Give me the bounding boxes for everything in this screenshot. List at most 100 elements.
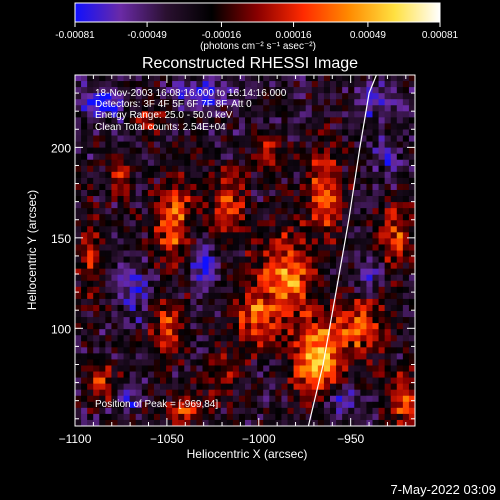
heatmap-cell <box>172 353 179 360</box>
heatmap-cell <box>160 268 167 276</box>
heatmap-cell <box>281 147 288 155</box>
heatmap-cell <box>105 286 112 294</box>
heatmap-cell <box>305 189 313 197</box>
heatmap-cell <box>257 359 264 366</box>
heatmap-cell <box>75 250 82 257</box>
heatmap-cell <box>257 99 264 106</box>
heatmap-cell <box>281 298 288 306</box>
heatmap-cell <box>75 256 82 263</box>
heatmap-cell <box>172 165 179 173</box>
heatmap-cell <box>293 202 301 209</box>
heatmap-cell <box>111 341 118 348</box>
heatmap-cell <box>99 75 106 82</box>
heatmap-cell <box>99 407 106 415</box>
heatmap-cell <box>105 341 112 348</box>
heatmap-cell <box>166 165 173 173</box>
heatmap-cell <box>372 141 379 149</box>
heatmap-cell <box>214 329 222 336</box>
heatmap-cell <box>245 81 252 88</box>
heatmap-cell <box>281 153 288 161</box>
heatmap-cell <box>105 214 112 221</box>
heatmap-cell <box>378 93 386 100</box>
heatmap-cell <box>323 377 331 385</box>
heatmap-cell <box>287 165 294 173</box>
heatmap-cell <box>220 75 228 82</box>
heatmap-cell <box>257 371 264 378</box>
heatmap-cell <box>299 353 307 360</box>
heatmap-cell <box>190 395 197 403</box>
heatmap-cell <box>184 105 191 112</box>
heatmap-cell <box>305 413 313 421</box>
heatmap-cell <box>245 141 252 149</box>
heatmap-cell <box>311 177 319 185</box>
heatmap-cell <box>129 268 137 276</box>
heatmap-cell <box>366 371 373 378</box>
heatmap-cell <box>93 419 100 426</box>
heatmap-cell <box>220 262 228 270</box>
heatmap-cell <box>281 280 288 288</box>
heatmap-cell <box>214 359 222 366</box>
heatmap-cell <box>311 389 319 397</box>
heatmap-cell <box>147 413 155 421</box>
heatmap-cell <box>184 353 191 360</box>
heatmap-cell <box>208 147 216 155</box>
heatmap-cell <box>348 256 355 263</box>
heatmap-cell <box>287 353 294 360</box>
heatmap-cell <box>245 311 252 318</box>
heatmap-cell <box>293 311 301 318</box>
heatmap-cell <box>408 401 415 409</box>
heatmap-cell <box>402 117 410 124</box>
heatmap-cell <box>147 323 155 330</box>
heatmap-cell <box>208 317 216 324</box>
heatmap-cell <box>293 347 301 354</box>
heatmap-cell <box>281 347 288 354</box>
heatmap-cell <box>129 262 137 270</box>
heatmap-cell <box>226 196 234 203</box>
heatmap-cell <box>166 329 173 336</box>
heatmap-cell <box>160 232 167 239</box>
heatmap-cell <box>153 274 161 282</box>
heatmap-cell <box>147 371 155 378</box>
heatmap-cell <box>190 165 197 173</box>
heatmap-cell <box>245 159 252 167</box>
heatmap-cell <box>135 298 143 306</box>
heatmap-cell <box>178 153 185 161</box>
heatmap-cell <box>396 226 404 233</box>
heatmap-cell <box>402 165 410 173</box>
heatmap-cell <box>123 214 131 221</box>
heatmap-cell <box>141 214 149 221</box>
heatmap-cell <box>147 111 155 118</box>
heatmap-cell <box>360 220 367 227</box>
heatmap-cell <box>226 347 234 354</box>
heatmap-cell <box>214 383 222 391</box>
heatmap-cell <box>196 99 203 106</box>
heatmap-cell <box>75 274 82 282</box>
heatmap-cell <box>299 226 307 233</box>
heatmap-cell <box>281 159 288 167</box>
heatmap-cell <box>269 280 276 288</box>
heatmap-cell <box>402 353 410 360</box>
heatmap-cell <box>354 171 361 179</box>
heatmap-cell <box>336 177 343 185</box>
heatmap-cell <box>311 413 319 421</box>
heatmap-cell <box>336 347 343 354</box>
heatmap-cell <box>396 317 404 324</box>
heatmap-cell <box>87 202 94 209</box>
heatmap-cell <box>330 75 337 82</box>
heatmap-cell <box>342 268 349 276</box>
heatmap-cell <box>263 329 270 336</box>
heatmap-cell <box>87 413 94 421</box>
heatmap-cell <box>330 407 337 415</box>
heatmap-cell <box>166 304 173 312</box>
heatmap-cell <box>402 196 410 203</box>
heatmap-cell <box>245 183 252 191</box>
heatmap-cell <box>196 413 203 421</box>
heatmap-cell <box>153 208 161 215</box>
heatmap-cell <box>135 377 143 385</box>
heatmap-cell <box>135 250 143 257</box>
heatmap-cell <box>99 353 106 360</box>
heatmap-cell <box>117 202 124 209</box>
heatmap-cell <box>330 383 337 391</box>
heatmap-cell <box>87 226 94 233</box>
heatmap-cell <box>81 220 88 227</box>
